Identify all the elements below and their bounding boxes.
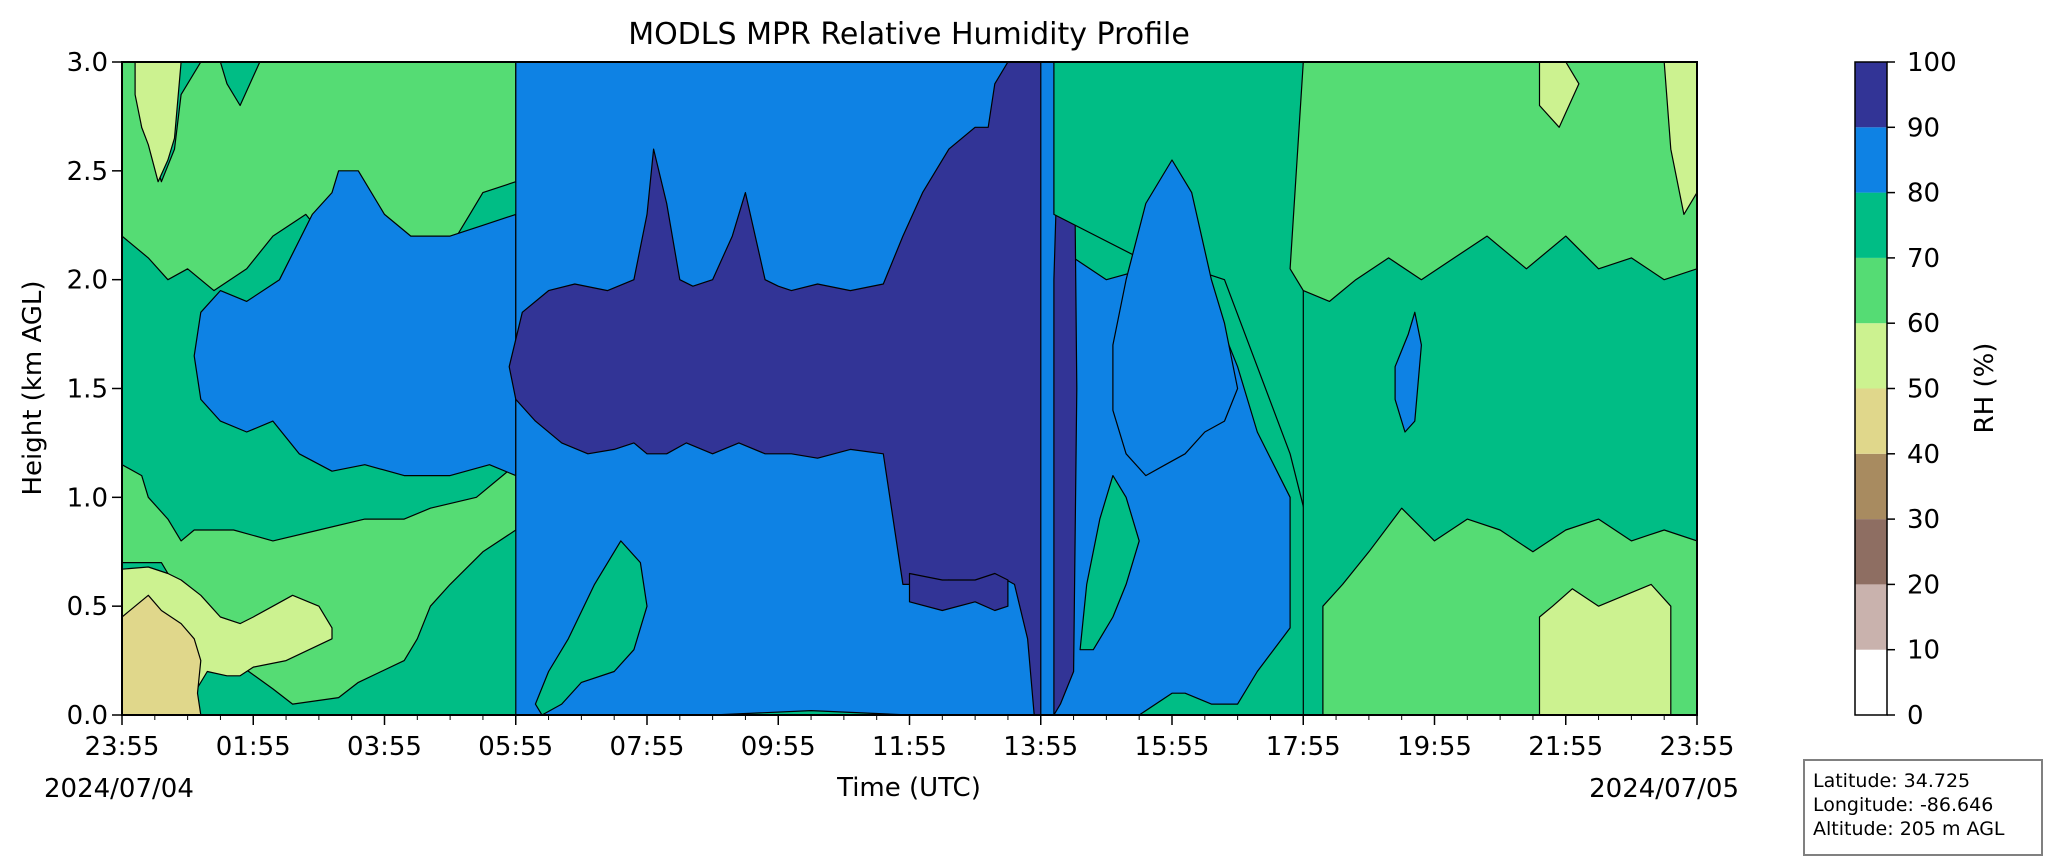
latitude-text: Latitude: 34.725 — [1813, 770, 1971, 792]
colorbar-segment — [1855, 649, 1887, 715]
colorbar-tick-label: 0 — [1907, 701, 1924, 731]
rh-region-2 — [122, 594, 202, 715]
x-tick-label: 15:55 — [1135, 732, 1210, 762]
colorbar-tick-label: 100 — [1907, 48, 1957, 78]
x-tick-label: 17:55 — [1266, 732, 1341, 762]
x-tick-label: 13:55 — [1003, 732, 1078, 762]
rh-region-4 — [134, 62, 182, 183]
colorbar-segment — [1855, 62, 1887, 128]
y-tick-label: 3.0 — [67, 48, 108, 78]
altitude-text: Altitude: 205 m AGL — [1813, 818, 2005, 840]
colorbar-segment — [1855, 519, 1887, 585]
rh-region-16 — [1663, 62, 1697, 215]
rh-region-20 — [1394, 311, 1423, 433]
x-axis-label: Time (UTC) — [836, 773, 981, 803]
x-tick-label: 09:55 — [741, 732, 816, 762]
rh-region-5 — [193, 170, 517, 477]
x-tick-label: 07:55 — [610, 732, 685, 762]
colorbar-segment — [1855, 192, 1887, 258]
rh-region-19 — [1538, 583, 1672, 715]
x-tick-label: 19:55 — [1397, 732, 1472, 762]
colorbar-tick-label: 30 — [1907, 505, 1940, 535]
x-date-end: 2024/07/05 — [1589, 774, 1739, 804]
rh-region-8 — [508, 62, 1042, 715]
rh-contour-regions — [122, 62, 1697, 715]
x-tick-label: 23:55 — [1660, 732, 1735, 762]
x-tick-label: 05:55 — [478, 732, 553, 762]
location-info-box: Latitude: 34.725 Longitude: -86.646 Alti… — [1803, 759, 2043, 856]
colorbar-tick-label: 20 — [1907, 570, 1940, 600]
colorbar-tick-label: 70 — [1907, 244, 1940, 274]
rh-region-17 — [1538, 62, 1580, 128]
x-tick-label: 03:55 — [347, 732, 422, 762]
rh-region-3 — [122, 62, 517, 292]
colorbar-tick-label: 10 — [1907, 636, 1940, 666]
rh-region-7 — [534, 540, 648, 715]
colorbar-tick-label: 60 — [1907, 309, 1940, 339]
colorbar-segment — [1855, 127, 1887, 193]
colorbar: 0 10 20 30 40 50 60 70 80 90 100 — [1854, 48, 1957, 731]
x-tick-label: 01:55 — [216, 732, 291, 762]
y-axis-label: Height (km AGL) — [18, 280, 48, 495]
colorbar-segment — [1855, 584, 1887, 650]
colorbar-segment — [1855, 257, 1887, 324]
longitude-text: Longitude: -86.646 — [1813, 794, 1994, 816]
rh-region-12 — [1112, 159, 1239, 477]
rh-region-13 — [1079, 475, 1140, 651]
colorbar-tick-label: 90 — [1907, 113, 1940, 143]
colorbar-segment — [1855, 453, 1887, 520]
colorbar-label: RH (%) — [1970, 343, 2000, 434]
y-tick-label: 1.5 — [67, 375, 108, 405]
colorbar-segment — [1855, 388, 1887, 454]
colorbar-tick-label: 40 — [1907, 440, 1940, 470]
rh-region-9 — [908, 572, 1009, 612]
y-axis: 0.0 0.5 1.0 1.5 2.0 2.5 3.0 — [67, 48, 122, 731]
colorbar-segment — [1855, 323, 1887, 389]
colorbar-tick-label: 80 — [1907, 179, 1940, 209]
y-tick-label: 0.5 — [67, 592, 108, 622]
x-tick-label: 21:55 — [1528, 732, 1603, 762]
y-tick-label: 2.5 — [67, 157, 108, 187]
x-axis: 23:55 01:55 03:55 05:55 07:55 09:55 11:55 13:55… — [85, 715, 1735, 762]
rh-region-15 — [1289, 62, 1697, 302]
x-tick-label: 23:55 — [85, 732, 160, 762]
x-tick-label: 11:55 — [872, 732, 947, 762]
y-tick-label: 2.0 — [67, 266, 108, 296]
x-date-start: 2024/07/04 — [44, 774, 194, 804]
y-tick-label: 0.0 — [67, 701, 108, 731]
colorbar-tick-label: 50 — [1907, 375, 1940, 405]
y-tick-label: 1.0 — [67, 483, 108, 513]
chart-title: MODLS MPR Relative Humidity Profile — [628, 17, 1190, 52]
